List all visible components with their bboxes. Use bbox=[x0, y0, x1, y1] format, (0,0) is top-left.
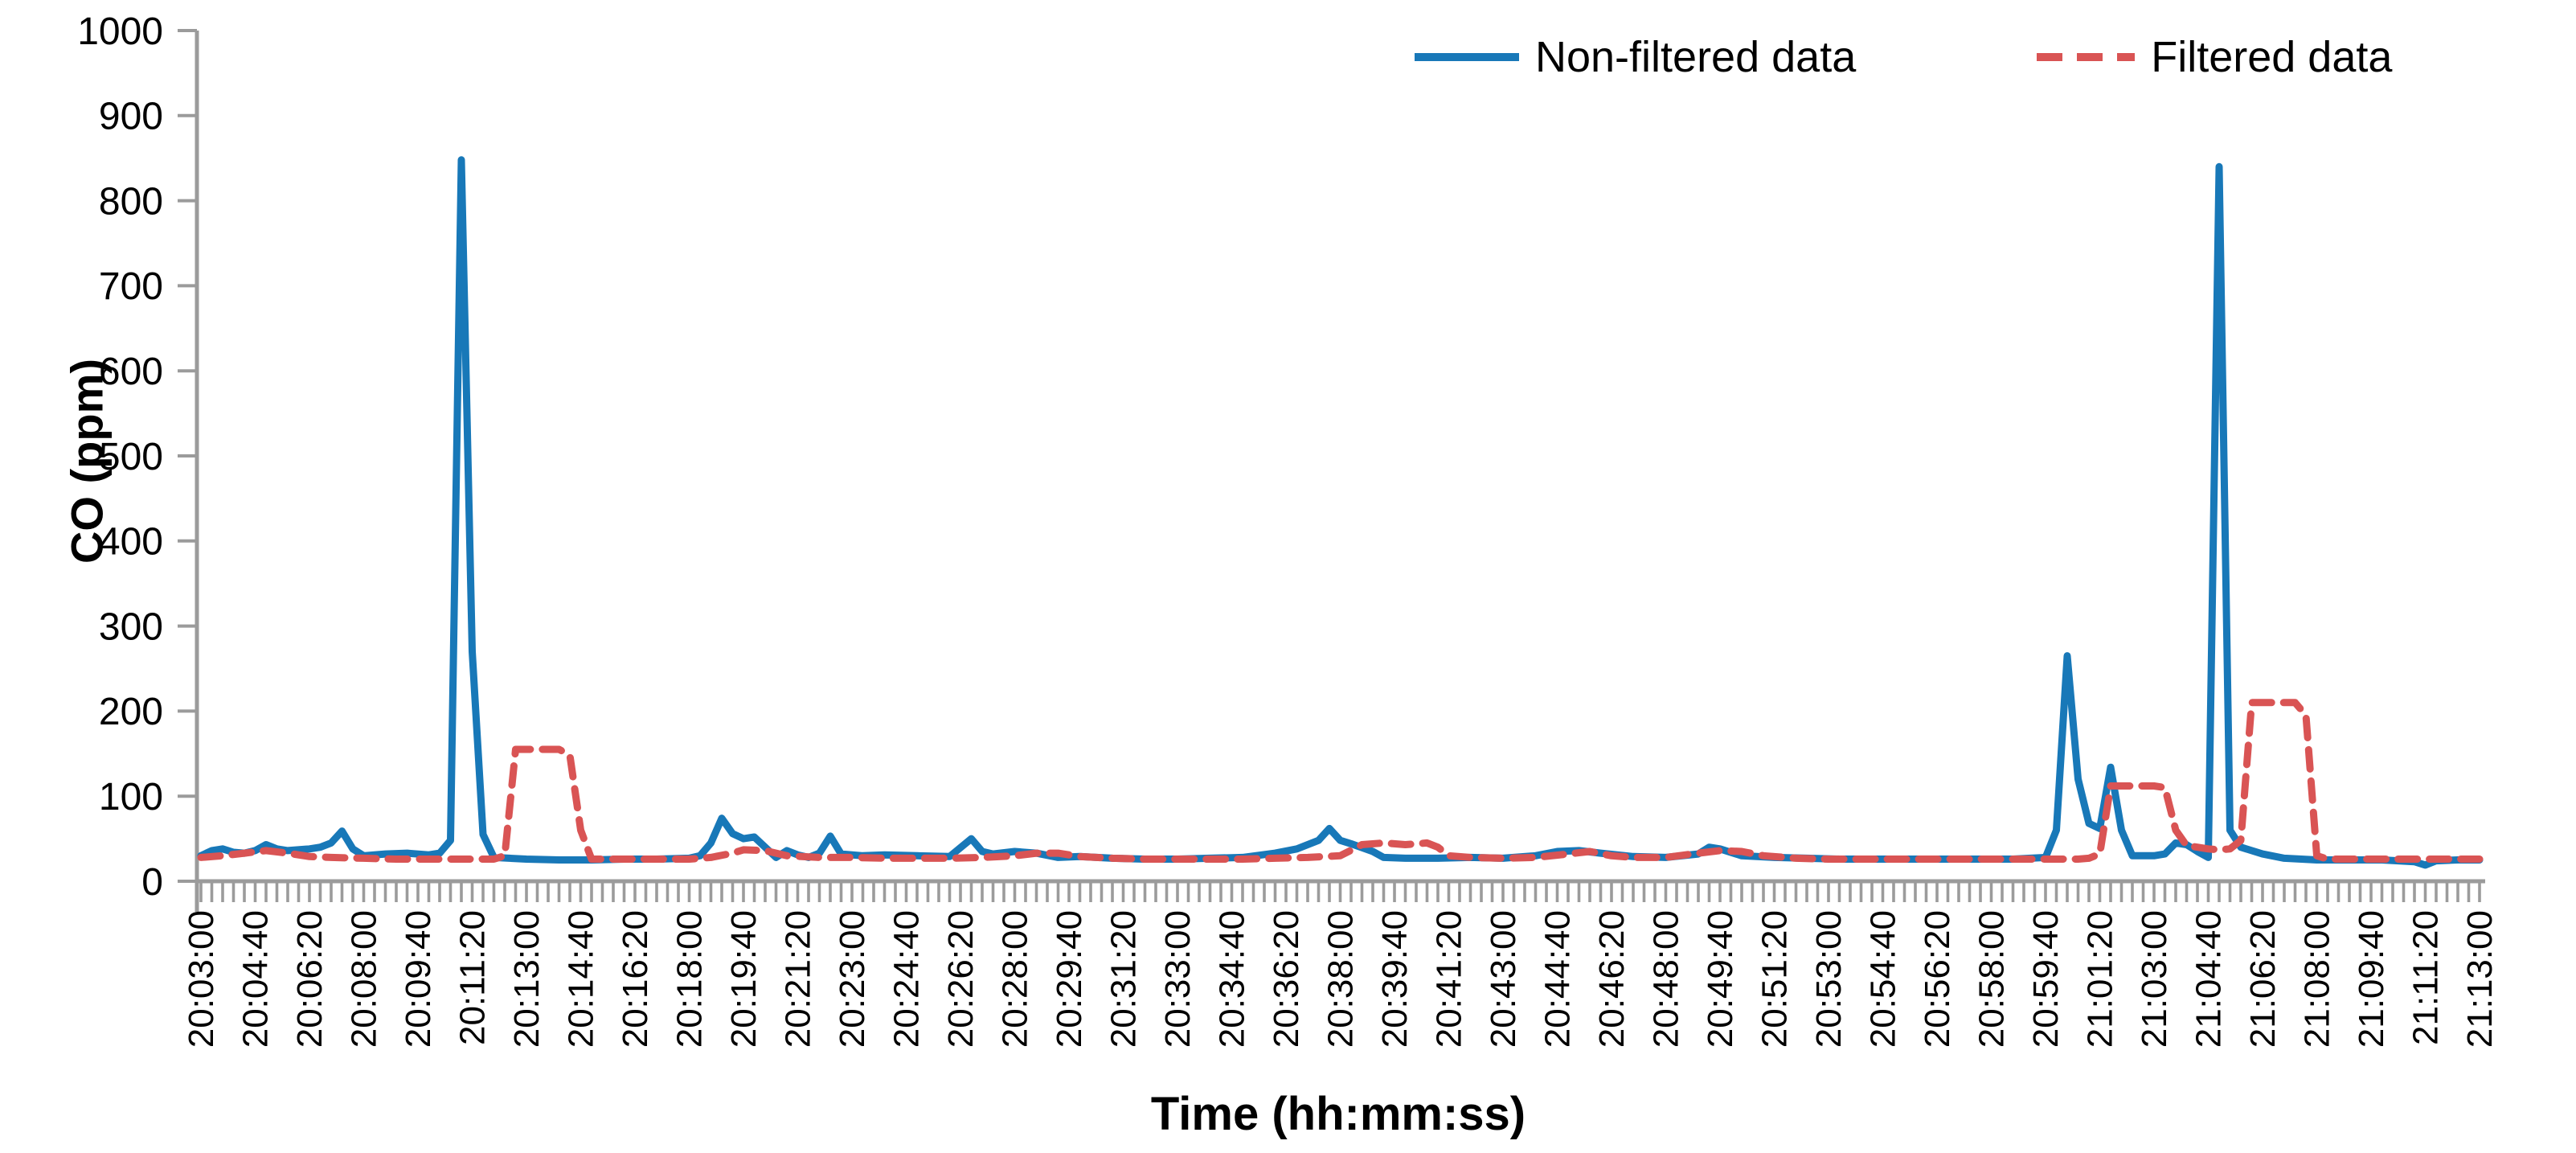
x-tick-label: 20:49:40 bbox=[1701, 910, 1740, 1048]
x-tick-label: 20:06:20 bbox=[290, 910, 330, 1048]
x-tick-label: 20:29:40 bbox=[1050, 910, 1089, 1048]
x-tick-label: 20:13:00 bbox=[507, 910, 547, 1048]
x-tick-label: 20:14:40 bbox=[561, 910, 600, 1048]
x-tick-label: 20:34:40 bbox=[1212, 910, 1251, 1048]
x-tick-label: 20:18:00 bbox=[670, 910, 709, 1048]
x-tick-label: 20:33:00 bbox=[1158, 910, 1198, 1048]
x-tick-label: 21:01:20 bbox=[2080, 910, 2119, 1048]
y-axis-ticks: 0 100 200 300 400 500 600 700 800 900 1000 bbox=[77, 10, 197, 904]
nonfiltered-series-line bbox=[197, 156, 2484, 869]
x-tick-label: 21:06:20 bbox=[2243, 910, 2283, 1048]
x-tick-label: 21:13:00 bbox=[2460, 910, 2500, 1048]
x-tick-label: 20:24:40 bbox=[887, 910, 926, 1048]
x-tick-label: 20:41:20 bbox=[1429, 910, 1468, 1048]
x-tick-label: 20:46:20 bbox=[1592, 910, 1632, 1048]
x-tick-label: 20:31:20 bbox=[1104, 910, 1143, 1048]
x-tick-labels: 20:03:00 20:04:40 20:06:20 20:08:00 20:09:40… bbox=[182, 910, 2500, 1048]
x-tick-label: 20:43:00 bbox=[1484, 910, 1523, 1048]
x-tick-label: 21:04:40 bbox=[2189, 910, 2228, 1048]
legend-item-filtered: Filtered data bbox=[2037, 32, 2392, 82]
legend-label-nonfiltered: Non-filtered data bbox=[1535, 33, 1857, 81]
x-tick-label: 20:16:20 bbox=[616, 910, 655, 1048]
x-tick-label: 20:51:20 bbox=[1755, 910, 1794, 1048]
x-tick-label: 20:36:20 bbox=[1267, 910, 1306, 1048]
y-tick-label: 700 bbox=[99, 265, 163, 308]
x-axis-ticks bbox=[195, 881, 2481, 912]
x-tick-label: 20:58:00 bbox=[1972, 910, 2011, 1048]
x-tick-label: 20:26:20 bbox=[941, 910, 981, 1048]
y-tick-label: 900 bbox=[99, 96, 163, 138]
x-tick-label: 20:38:00 bbox=[1321, 910, 1360, 1048]
y-tick-label: 0 bbox=[141, 861, 163, 904]
x-tick-label: 20:19:40 bbox=[724, 910, 764, 1048]
legend: Non-filtered data Filtered data bbox=[1415, 32, 2392, 82]
x-tick-label: 21:08:00 bbox=[2297, 910, 2336, 1048]
axes bbox=[195, 31, 2485, 884]
y-tick-label: 1000 bbox=[77, 10, 163, 53]
x-tick-label: 20:08:00 bbox=[344, 910, 383, 1048]
x-tick-label: 20:23:00 bbox=[833, 910, 872, 1048]
x-tick-label: 20:44:40 bbox=[1538, 910, 1577, 1048]
x-tick-label: 20:09:40 bbox=[399, 910, 438, 1048]
y-tick-label: 600 bbox=[99, 351, 163, 393]
x-tick-label: 20:48:00 bbox=[1646, 910, 1685, 1048]
x-tick-label: 20:39:40 bbox=[1375, 910, 1415, 1048]
x-tick-label: 20:59:40 bbox=[2026, 910, 2066, 1048]
x-tick-label: 20:53:00 bbox=[1809, 910, 1849, 1048]
x-tick-label: 20:21:20 bbox=[778, 910, 817, 1048]
filtered-series-line bbox=[197, 699, 2484, 863]
y-tick-label: 800 bbox=[99, 180, 163, 223]
legend-label-filtered: Filtered data bbox=[2151, 33, 2393, 81]
y-tick-label: 500 bbox=[99, 436, 163, 478]
x-tick-label: 20:28:00 bbox=[995, 910, 1034, 1048]
x-tick-label: 21:03:00 bbox=[2135, 910, 2174, 1048]
x-tick-label: 20:54:40 bbox=[1863, 910, 1902, 1048]
y-tick-label: 300 bbox=[99, 605, 163, 648]
x-tick-label: 21:09:40 bbox=[2352, 910, 2391, 1048]
y-axis-title: CO (ppm) bbox=[61, 358, 113, 564]
legend-item-nonfiltered: Non-filtered data bbox=[1415, 32, 1856, 82]
y-tick-label: 100 bbox=[99, 776, 163, 819]
x-tick-label: 21:11:20 bbox=[2406, 910, 2445, 1045]
x-tick-label: 20:03:00 bbox=[182, 910, 221, 1048]
y-tick-label: 400 bbox=[99, 521, 163, 564]
filtered-line-swatch bbox=[2037, 53, 2136, 61]
y-tick-label: 200 bbox=[99, 691, 163, 733]
nonfiltered-line-swatch bbox=[1415, 53, 1519, 61]
x-tick-label: 20:04:40 bbox=[235, 910, 275, 1048]
x-tick-label: 20:56:20 bbox=[1918, 910, 1957, 1048]
x-tick-label: 20:11:20 bbox=[453, 910, 492, 1045]
x-axis-title: Time (hh:mm:ss) bbox=[1150, 1088, 1526, 1140]
